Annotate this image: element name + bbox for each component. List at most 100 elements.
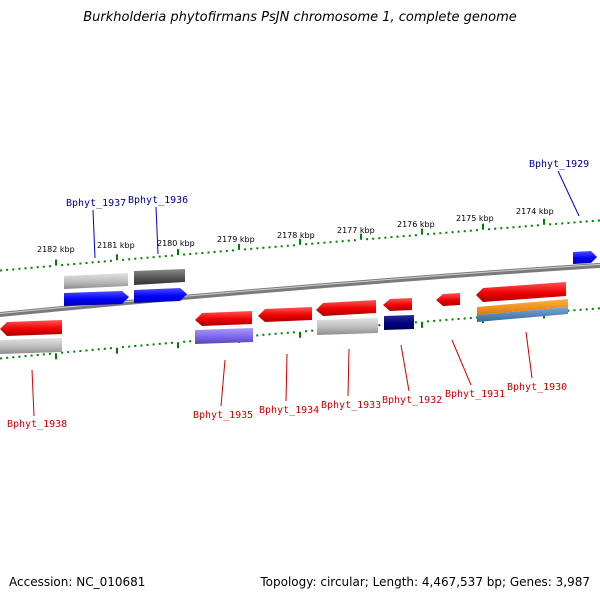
tick-dot: [122, 258, 125, 261]
tick-dot: [152, 256, 155, 259]
leader-bphyt-1932: [400, 344, 410, 392]
tick-dot: [353, 239, 356, 242]
tick-dot: [384, 236, 387, 239]
tick-dot: [579, 220, 582, 223]
tick-dot: [372, 237, 375, 240]
gene-bphyt-1938-feature[interactable]: [0, 338, 62, 354]
accession-text: Accession: NC_010681: [9, 575, 146, 589]
leader-bphyt-1934: [285, 353, 288, 402]
leader-bphyt-1936: [155, 206, 159, 255]
tick-dot: [311, 329, 314, 332]
chromosome-backbone-highlight: [0, 263, 600, 315]
tick-dot: [91, 261, 94, 264]
tick-dot: [183, 253, 186, 256]
gene-bphyt-1936-cds[interactable]: [134, 288, 187, 303]
gene-bphyt-1937-cds[interactable]: [64, 291, 129, 306]
tick-dot: [439, 232, 442, 235]
tick-dot: [299, 238, 301, 245]
tick-dot: [305, 243, 308, 246]
tick-dot: [585, 308, 588, 311]
tick-dot: [335, 240, 338, 243]
tick-dot: [24, 355, 27, 358]
tick-dot: [195, 252, 198, 255]
leader-bphyt-1929: [557, 170, 580, 217]
tick-dot: [439, 319, 442, 322]
tick-dot: [55, 353, 57, 360]
gene-bphyt-1935[interactable]: [195, 311, 252, 326]
gene-bphyt-1937[interactable]: [64, 273, 128, 289]
gene-bphyt-1930-feature-steel[interactable]: [477, 307, 568, 322]
ruler-label-2174: 2174 kbp: [516, 207, 554, 216]
tick-dot: [378, 324, 381, 327]
tick-dot: [134, 257, 137, 260]
tick-dot: [421, 228, 423, 235]
gene-bphyt-1933[interactable]: [316, 300, 376, 316]
gene-bphyt-1934[interactable]: [258, 307, 312, 322]
tick-dot: [170, 341, 173, 344]
leader-bphyt-1930: [525, 331, 533, 379]
tick-dot: [463, 230, 466, 233]
gene-bphyt-1931[interactable]: [436, 293, 460, 306]
tick-dot: [109, 347, 112, 350]
tick-dot: [250, 247, 253, 250]
gene-bphyt-1936[interactable]: [134, 269, 185, 285]
gene-bphyt-1935-feature[interactable]: [195, 328, 253, 344]
label-bphyt-1938[interactable]: Bphyt_1938: [7, 419, 67, 430]
label-bphyt-1935[interactable]: Bphyt_1935: [193, 410, 253, 421]
label-bphyt-1937[interactable]: Bphyt_1937: [66, 198, 126, 209]
tick-dot: [567, 309, 570, 312]
gene-bphyt-1932[interactable]: [383, 298, 412, 311]
tick-dot: [73, 263, 76, 265]
tick-dot: [402, 235, 405, 238]
tick-dot: [128, 345, 131, 348]
label-bphyt-1930[interactable]: Bphyt_1930: [507, 382, 567, 393]
tick-dot: [445, 318, 448, 321]
tick-dot: [311, 242, 314, 245]
tick-dot: [24, 267, 27, 270]
label-leader-lines: [31, 170, 580, 417]
tick-dot: [201, 252, 204, 254]
leader-bphyt-1931: [451, 339, 472, 386]
gene-bphyt-1932-feature[interactable]: [384, 315, 414, 330]
tick-dot: [6, 268, 9, 271]
tick-dot: [561, 222, 564, 225]
ruler-label-2179: 2179 kbp: [217, 235, 255, 244]
tick-dot: [225, 249, 228, 252]
tick-dot: [274, 332, 277, 335]
tick-dot: [433, 319, 436, 322]
tick-dot: [91, 348, 94, 351]
tick-dot: [390, 236, 393, 239]
gene-bphyt-1938[interactable]: [0, 320, 62, 336]
ruler-label-2180: 2180 kbp: [157, 239, 195, 248]
tick-dot: [488, 228, 491, 231]
tick-dot: [408, 234, 411, 237]
tick-dot: [280, 245, 283, 248]
label-bphyt-1934[interactable]: Bphyt_1934: [259, 405, 319, 416]
tick-dot: [109, 259, 112, 262]
gene-bphyt-1930[interactable]: [476, 282, 566, 302]
tick-dot: [341, 240, 344, 243]
tick-dot: [512, 226, 515, 229]
tick-dot: [591, 220, 594, 222]
tick-dot: [30, 266, 33, 269]
tick-dot: [177, 342, 179, 349]
tick-dot: [451, 318, 454, 321]
label-bphyt-1929[interactable]: Bphyt_1929: [529, 159, 589, 170]
label-bphyt-1936[interactable]: Bphyt_1936: [128, 195, 188, 206]
tick-dot: [79, 262, 82, 265]
tick-dot: [238, 243, 240, 250]
label-bphyt-1931[interactable]: Bphyt_1931: [445, 389, 505, 400]
gene-bphyt-1930-feature-orange[interactable]: [477, 299, 568, 315]
label-bphyt-1933[interactable]: Bphyt_1933: [321, 400, 381, 411]
tick-dot: [103, 347, 106, 350]
tick-dot: [116, 347, 118, 354]
tick-dot: [268, 333, 271, 336]
gene-bphyt-1929[interactable]: [573, 251, 597, 264]
leader-bphyt-1935: [220, 359, 226, 407]
label-bphyt-1932[interactable]: Bphyt_1932: [382, 395, 442, 406]
tick-dot: [256, 247, 259, 250]
tick-dot: [274, 245, 277, 248]
tick-dot: [500, 227, 503, 230]
gene-bphyt-1933-feature[interactable]: [317, 318, 378, 335]
tick-dot: [18, 355, 21, 358]
